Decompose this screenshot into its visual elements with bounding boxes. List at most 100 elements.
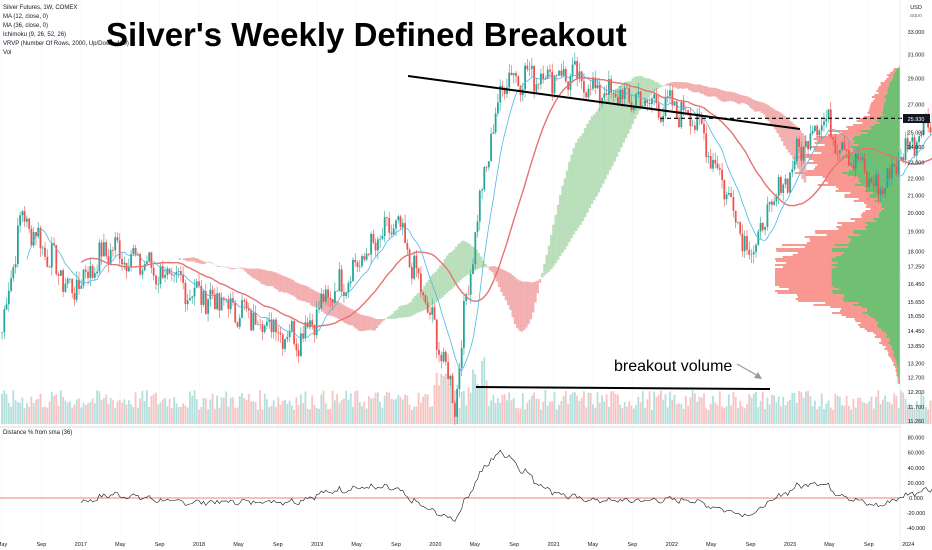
vp-row-down (895, 368, 898, 370)
vp-row-down (806, 170, 849, 172)
cloud-segment (248, 268, 252, 276)
candle-body (859, 159, 862, 160)
vp-row-up (891, 80, 900, 82)
volume-bar (553, 392, 556, 424)
volume-bar (463, 391, 465, 424)
last-price-badge (903, 114, 930, 123)
legend-vrvp[interactable]: VRVP (Number Of Rows, 2000, Up/Down, 100… (3, 41, 129, 47)
candle-body (684, 110, 687, 111)
cloud-segment (672, 81, 675, 88)
cloud-segment (731, 92, 734, 102)
candle-body (89, 266, 92, 278)
volume-bar (614, 393, 617, 424)
volume-bar (768, 404, 771, 424)
volume-bar (786, 401, 789, 424)
cloud-segment (737, 94, 741, 105)
vp-row-up (893, 350, 900, 352)
candle-body (349, 281, 352, 284)
candle-body (750, 254, 753, 255)
legend-ichimoku[interactable]: Ichimoku (9, 26, 52, 26) (3, 32, 66, 38)
volume-bar (417, 392, 420, 424)
cloud-segment (740, 95, 743, 104)
candle-body (91, 266, 94, 278)
price-axis[interactable]: 33.000 31.000 29.000 27.000 25.000 24.000 23.0… (908, 30, 925, 425)
sub-axis[interactable]: 80.000 60.000 40.000 20.000 0.000 -20.000 -40.… (907, 436, 926, 533)
vp-row-down (880, 338, 890, 340)
volume-bar (372, 398, 375, 424)
vp-row-down (839, 310, 867, 312)
candle-body (324, 289, 327, 302)
volume-bar (75, 399, 78, 424)
volume-bar (383, 395, 386, 424)
volume-bar (426, 394, 429, 424)
vp-row-up (865, 222, 900, 224)
vp-row-down (810, 240, 851, 242)
vp-row-up (893, 352, 900, 354)
vp-row-down (874, 94, 886, 96)
price-tick: 25.000 (908, 130, 925, 136)
cloud-segment (466, 242, 469, 275)
candle-body (41, 247, 44, 249)
vp-row-down (825, 302, 859, 304)
volume-bar (168, 399, 171, 424)
volume-bar (915, 400, 918, 424)
candle-body (60, 270, 62, 276)
volume-bar (879, 404, 882, 424)
vp-row-down (848, 128, 872, 130)
candle-body (503, 89, 506, 95)
cloud-segment (411, 298, 415, 316)
volume-bar (1, 393, 3, 424)
candle-body (918, 136, 920, 143)
candle-body (605, 93, 608, 95)
candle-body (589, 88, 592, 90)
vp-row-down (850, 192, 873, 194)
vp-row-up (893, 76, 900, 78)
vp-row-up (835, 266, 900, 268)
legend-ma12[interactable]: MA (12, close, 0) (3, 14, 48, 20)
candle-body (254, 312, 257, 325)
volume-bar (401, 399, 404, 424)
vp-row-up (831, 264, 901, 266)
legend-vol[interactable]: Vol (3, 50, 11, 56)
volume-bar (707, 410, 710, 424)
legend-symbol[interactable]: Silver Futures, 1W, COMEX (3, 5, 77, 11)
candle-body (911, 137, 914, 142)
cloud-segment (593, 114, 596, 201)
legend-ma36[interactable]: MA (36, close, 0) (3, 23, 48, 29)
volume-bar (766, 397, 769, 424)
vp-row-up (891, 348, 900, 350)
volume-bar (55, 394, 58, 424)
candle-body (535, 84, 538, 92)
candle-body (302, 333, 305, 338)
volume-bar (705, 408, 708, 424)
candle-body (687, 110, 689, 115)
time-axis[interactable]: May Sep 2017 May Sep 2018 May Sep 2019 May Sep 2020… (0, 542, 932, 548)
candle-body (150, 252, 153, 268)
volume-bar (300, 394, 302, 424)
volume-bar (123, 399, 126, 424)
candle-body (139, 254, 141, 275)
price-tick: 16.450 (908, 282, 925, 288)
volume-bar (721, 406, 723, 424)
vp-row-up (850, 238, 900, 240)
vp-row-down (876, 90, 888, 92)
time-tick: 2018 (193, 542, 205, 548)
candle-body (653, 94, 655, 99)
vp-row-down (858, 324, 877, 326)
vp-row-down (889, 356, 895, 358)
currency-label[interactable]: USD (910, 5, 922, 11)
sub-pane-label[interactable]: Distance % from sma (36) (3, 430, 72, 436)
candle-body (689, 114, 692, 127)
volume-bar (775, 402, 778, 424)
volume-bar (728, 394, 730, 424)
volume-bar (399, 397, 402, 424)
cloud-segment (694, 84, 698, 93)
volume-bar (519, 408, 522, 424)
candle-body (857, 153, 859, 160)
candle-body (578, 71, 581, 79)
candle-body (678, 117, 680, 128)
candle-body (809, 133, 812, 150)
candle-body (601, 98, 603, 104)
volume-bar (91, 398, 94, 424)
cloud-segment (439, 265, 442, 299)
